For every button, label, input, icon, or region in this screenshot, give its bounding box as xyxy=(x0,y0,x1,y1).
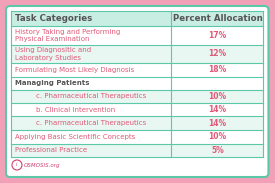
Bar xyxy=(11,11,263,26)
Text: c. Pharmaceutical Therapeutics: c. Pharmaceutical Therapeutics xyxy=(27,120,146,126)
Bar xyxy=(11,90,263,103)
Bar xyxy=(11,116,263,130)
Text: 5%: 5% xyxy=(211,146,224,155)
Text: Percent Allocation: Percent Allocation xyxy=(172,14,262,23)
Text: Formulating Most Likely Diagnosis: Formulating Most Likely Diagnosis xyxy=(15,66,134,72)
Bar xyxy=(11,144,263,157)
Text: 17%: 17% xyxy=(208,31,227,40)
Text: 14%: 14% xyxy=(208,105,226,114)
Text: 10%: 10% xyxy=(208,132,226,141)
Text: Professional Practice: Professional Practice xyxy=(15,147,87,153)
Text: OSMOSIS.org: OSMOSIS.org xyxy=(24,163,60,167)
Text: History Taking and Performing
Physical Examination: History Taking and Performing Physical E… xyxy=(15,29,120,42)
Text: b. Clinical Intervention: b. Clinical Intervention xyxy=(27,107,115,113)
Text: Applying Basic Scientific Concepts: Applying Basic Scientific Concepts xyxy=(15,134,135,140)
Text: Task Categories: Task Categories xyxy=(15,14,92,23)
Text: c. Pharmaceutical Therapeutics: c. Pharmaceutical Therapeutics xyxy=(27,94,146,100)
Text: 10%: 10% xyxy=(208,92,226,101)
Text: 18%: 18% xyxy=(208,65,227,74)
Text: Using Diagnositic and
Laboratory Studies: Using Diagnositic and Laboratory Studies xyxy=(15,47,91,61)
Bar xyxy=(11,45,263,63)
Text: Managing Patients: Managing Patients xyxy=(15,80,89,86)
FancyBboxPatch shape xyxy=(6,6,268,177)
Text: 12%: 12% xyxy=(208,49,226,58)
Text: 14%: 14% xyxy=(208,119,226,128)
Text: i: i xyxy=(16,163,18,167)
